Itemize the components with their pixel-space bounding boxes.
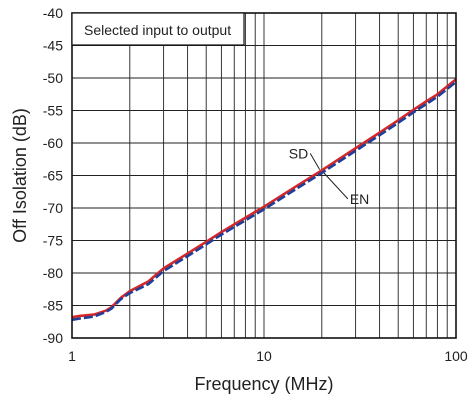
series-labels-layer: SD EN [289, 145, 370, 207]
annotation-box-text: Selected input to output [84, 22, 231, 38]
annotation-box: Selected input to output [71, 12, 245, 46]
y-tick-label: -80 [43, 265, 63, 281]
y-tick-label: -55 [43, 103, 63, 119]
y-tick-label: -40 [43, 5, 63, 21]
y-tick-label: -60 [43, 135, 63, 151]
y-tick-label: -90 [43, 330, 63, 346]
y-tick-label: -50 [43, 70, 63, 86]
y-tick-label: -75 [43, 233, 63, 249]
y-tick-label: -85 [43, 298, 63, 314]
y-axis-label: Off Isolation (dB) [10, 108, 30, 243]
grid-layer [72, 13, 456, 338]
x-tick-label: 10 [256, 348, 272, 364]
y-tick-labels: -40 -45 -50 -55 -60 -65 -70 -75 -80 -85 -90 [43, 5, 63, 346]
x-tick-labels: 1 10 100 [68, 348, 468, 364]
y-tick-label: -45 [43, 38, 63, 54]
y-tick-label: -65 [43, 168, 63, 184]
plot-frame [71, 12, 457, 339]
x-tick-label: 100 [444, 348, 468, 364]
series-label-leader-en [323, 172, 349, 200]
series-layer [71, 78, 457, 322]
series-label-sd: SD [289, 145, 308, 161]
series-label-leader-sd [309, 153, 321, 170]
series-label-en: EN [350, 191, 369, 207]
y-tick-label: -70 [43, 200, 63, 216]
x-axis-label: Frequency (MHz) [194, 374, 333, 394]
series-line-en [71, 80, 457, 322]
x-tick-label: 1 [68, 348, 76, 364]
annotation-box-frame [71, 12, 245, 46]
